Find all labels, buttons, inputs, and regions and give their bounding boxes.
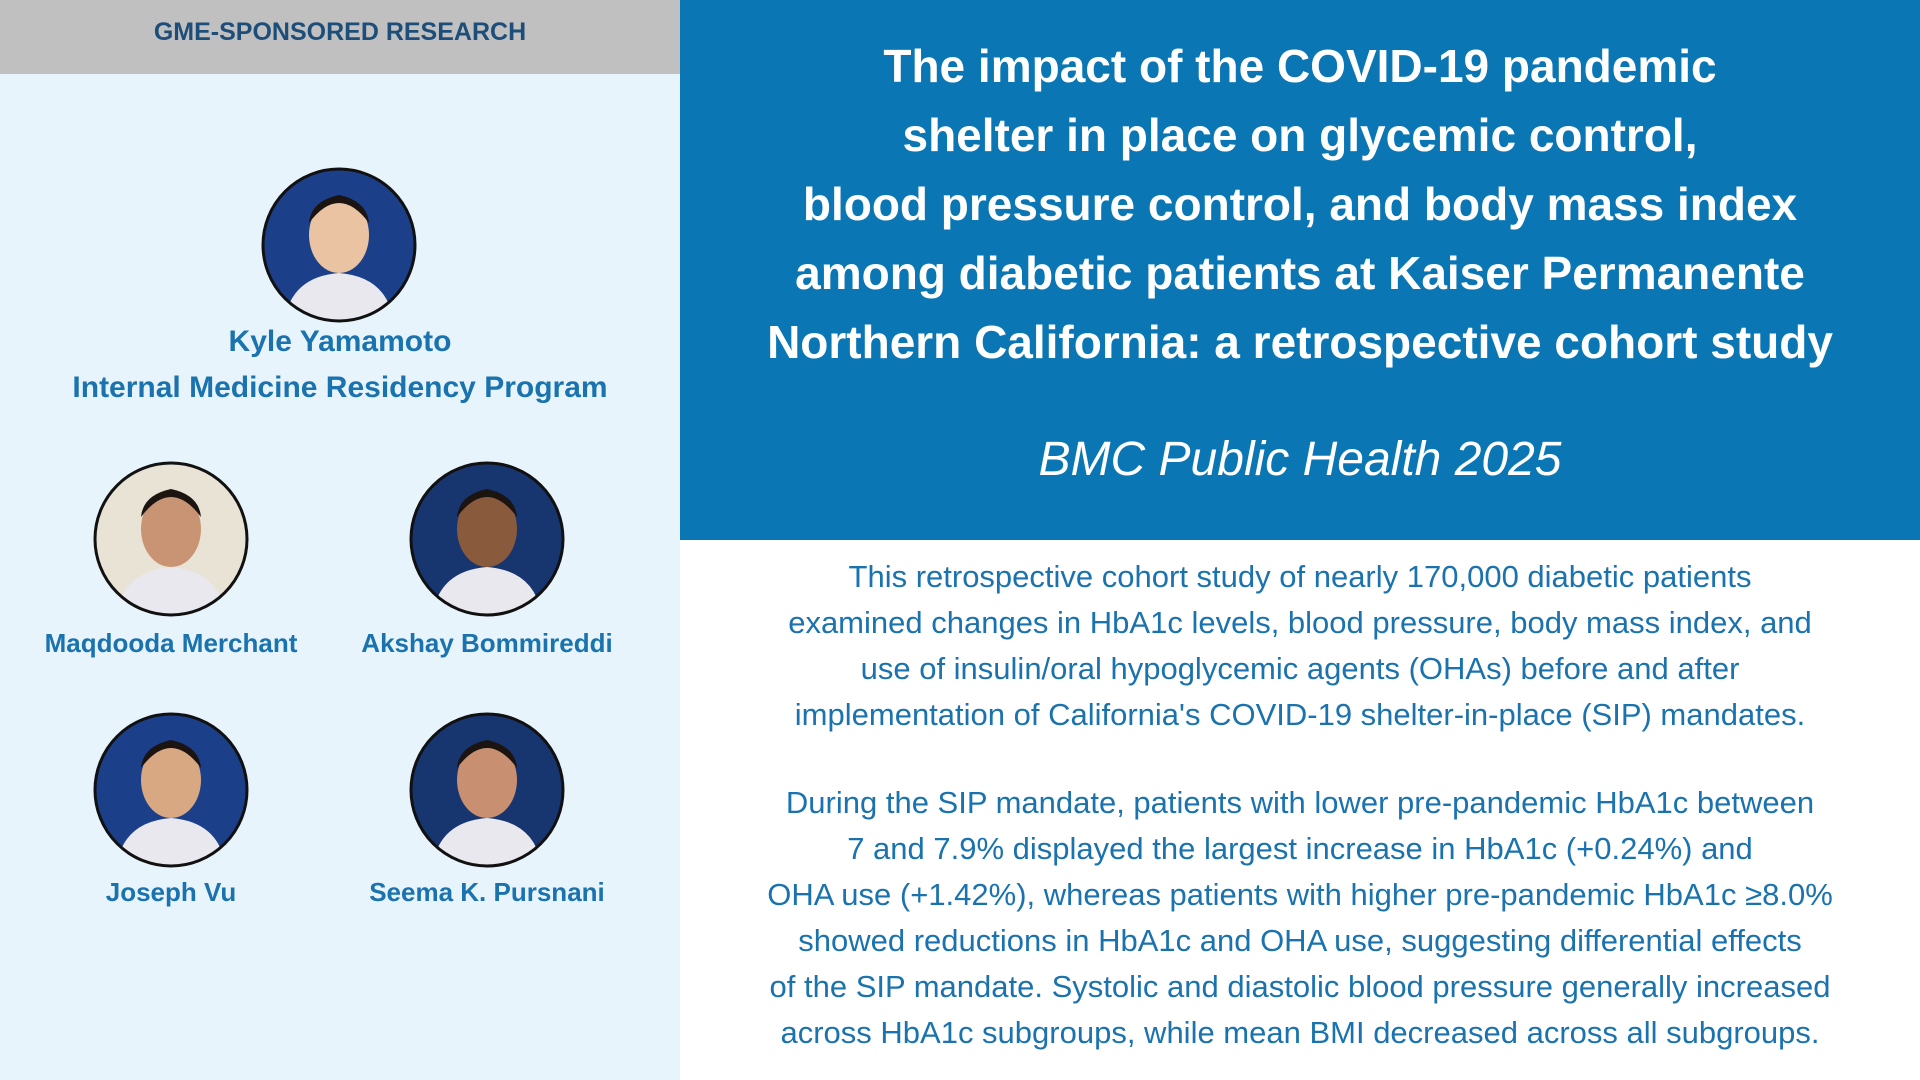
- paragraph-line: OHA use (+1.42%), whereas patients with …: [767, 877, 1833, 912]
- paragraph-line: showed reductions in HbA1c and OHA use, …: [798, 923, 1802, 958]
- author-photo: [93, 461, 249, 617]
- author-photo: [409, 461, 565, 617]
- author-photo: [93, 712, 249, 868]
- paragraph-line: of the SIP mandate. Systolic and diastol…: [769, 969, 1831, 1004]
- paragraph-line: examined changes in HbA1c levels, blood …: [788, 605, 1812, 640]
- author-photo: [409, 712, 565, 868]
- paragraph-line: implementation of California's COVID-19 …: [794, 697, 1806, 732]
- lead-author-program: Internal Medicine Residency Program: [72, 371, 608, 404]
- title-line: The impact of the COVID-19 pandemic: [883, 40, 1717, 92]
- coauthor-name: Seema K. Pursnani: [369, 877, 605, 907]
- paragraph-line: This retrospective cohort study of nearl…: [848, 559, 1752, 594]
- lead-author-name: Kyle Yamamoto: [228, 325, 452, 358]
- title-panel: [680, 0, 1920, 540]
- title-line: shelter in place on glycemic control,: [902, 109, 1698, 161]
- journal: BMC Public Health 2025: [1038, 433, 1562, 486]
- coauthor-name: Joseph Vu: [105, 877, 237, 907]
- section-header: GME-SPONSORED RESEARCH: [0, 0, 680, 74]
- author-photo: [261, 167, 417, 323]
- paragraph-line: use of insulin/oral hypoglycemic agents …: [860, 651, 1740, 686]
- title-line: blood pressure control, and body mass in…: [802, 178, 1798, 230]
- title-line: among diabetic patients at Kaiser Perman…: [795, 247, 1805, 299]
- coauthor-name: Akshay Bommireddi: [361, 628, 613, 658]
- coauthor-name: Maqdooda Merchant: [44, 628, 298, 658]
- paragraph-line: across HbA1c subgroups, while mean BMI d…: [780, 1015, 1820, 1050]
- title-line: Northern California: a retrospective coh…: [767, 316, 1833, 368]
- paragraph-line: During the SIP mandate, patients with lo…: [785, 785, 1815, 820]
- paragraph-line: 7 and 7.9% displayed the largest increas…: [847, 831, 1753, 866]
